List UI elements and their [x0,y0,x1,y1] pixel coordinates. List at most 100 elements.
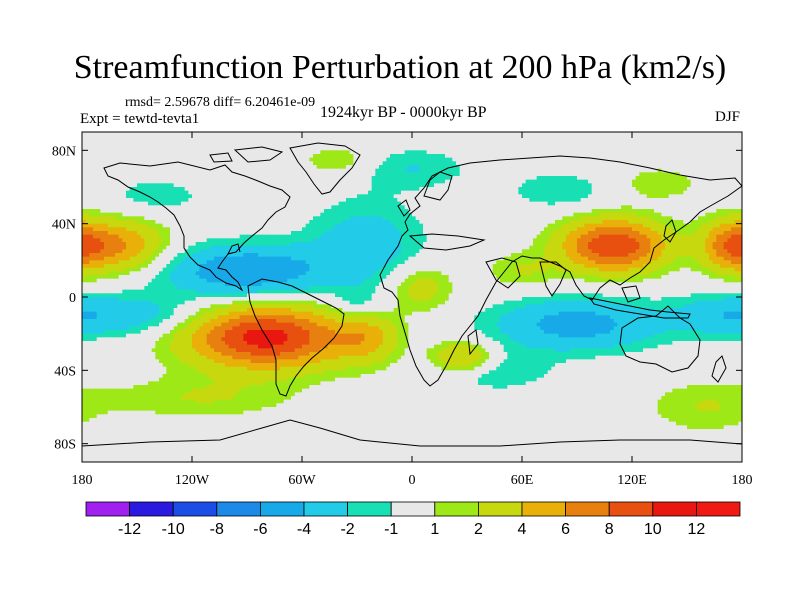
field-cell [665,143,670,148]
field-cell [397,190,402,195]
field-cell [232,194,237,199]
field-cell [591,198,596,203]
field-cell [280,176,285,181]
field-cell [96,168,101,173]
field-cell [613,223,618,228]
field-cell [503,161,508,166]
field-cell [408,165,413,170]
field-cell [364,205,369,210]
field-cell [393,179,398,184]
field-cell [313,198,318,203]
field-cell [360,205,365,210]
field-cell [470,132,475,137]
field-cell [140,150,145,155]
field-cell [434,209,439,214]
field-cell [588,190,593,195]
field-cell [595,179,600,184]
field-cell [566,135,571,140]
field-cell [591,190,596,195]
field-cell [316,198,321,203]
field-cell [371,194,376,199]
field-cell [665,172,670,177]
field-cell [177,194,182,199]
field-cell [617,223,622,228]
field-cell [500,223,505,228]
field-cell [672,212,677,217]
field-cell [639,216,644,221]
field-cell [470,205,475,210]
field-cell [738,139,742,144]
field-cell [250,194,255,199]
field-cell [606,223,611,228]
field-cell [199,187,204,192]
field-cell [654,220,659,225]
field-cell [250,132,255,137]
field-cell [437,154,442,159]
field-cell [701,168,706,173]
field-cell [533,183,538,188]
field-cell [635,201,640,206]
field-cell [159,150,164,155]
field-cell [298,205,303,210]
field-cell [151,179,156,184]
field-cell [82,135,87,140]
field-cell [159,179,164,184]
field-cell [555,165,560,170]
field-cell [723,216,728,221]
field-cell [272,157,277,162]
field-cell [159,146,164,151]
field-cell [313,168,318,173]
field-cell [133,216,138,221]
field-cell [584,143,589,148]
field-cell [489,179,494,184]
field-cell [327,132,332,137]
field-cell [518,168,523,173]
field-cell [533,150,538,155]
field-cell [573,161,578,166]
field-cell [349,198,354,203]
field-cell [302,187,307,192]
field-cell [566,212,571,217]
field-cell [621,223,626,228]
field-cell [276,146,281,151]
field-cell [426,187,431,192]
field-cell [624,150,629,155]
field-cell [210,135,215,140]
field-cell [679,165,684,170]
field-cell [709,216,714,221]
field-cell [610,168,615,173]
field-cell [606,161,611,166]
field-cell [584,150,589,155]
field-cell [353,172,358,177]
field-cell [621,216,626,221]
field-cell [379,231,384,236]
field-cell [327,231,332,236]
field-cell [151,135,156,140]
field-cell [665,150,670,155]
field-cell [599,190,604,195]
field-cell [547,157,552,162]
field-cell [709,209,714,214]
field-cell [170,146,175,151]
field-cell [646,165,651,170]
field-cell [599,220,604,225]
field-cell [668,146,673,151]
field-cell [525,212,530,217]
field-cell [676,135,681,140]
field-cell [151,209,156,214]
field-cell [540,201,545,206]
field-cell [364,227,369,232]
field-cell [331,205,336,210]
field-cell [144,223,149,228]
field-cell [159,135,164,140]
field-cell [650,216,655,221]
field-cell [140,161,145,166]
field-cell [478,190,483,195]
field-cell [283,194,288,199]
field-cell [690,157,695,162]
field-cell [294,154,299,159]
field-cell [540,198,545,203]
field-cell [624,132,629,137]
field-cell [437,212,442,217]
field-cell [184,194,189,199]
